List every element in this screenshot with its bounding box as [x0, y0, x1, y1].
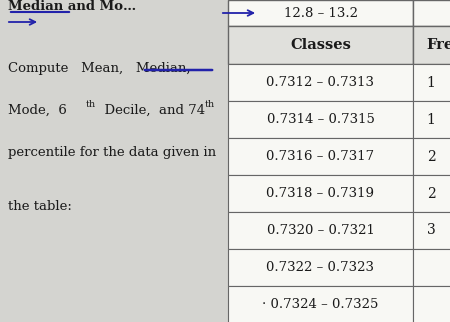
- Bar: [413, 64, 450, 101]
- Text: 1: 1: [427, 112, 436, 127]
- Text: th: th: [205, 100, 215, 109]
- Text: 1: 1: [427, 75, 436, 90]
- Bar: [413, 212, 450, 249]
- Bar: [228, 175, 413, 212]
- Text: 0.7320 – 0.7321: 0.7320 – 0.7321: [266, 224, 374, 237]
- Bar: [228, 249, 413, 286]
- Text: Decile,  and 74: Decile, and 74: [96, 104, 205, 117]
- Bar: [228, 212, 413, 249]
- Text: 0.7312 – 0.7313: 0.7312 – 0.7313: [266, 76, 374, 89]
- Text: th: th: [86, 100, 96, 109]
- Bar: [228, 286, 413, 322]
- Bar: [413, 26, 450, 64]
- Bar: [413, 0, 450, 26]
- Text: percentile for the data given in: percentile for the data given in: [8, 146, 216, 159]
- Text: Mode,  6: Mode, 6: [8, 104, 67, 117]
- Bar: [228, 64, 413, 101]
- Text: 0.7316 – 0.7317: 0.7316 – 0.7317: [266, 150, 374, 163]
- Bar: [413, 138, 450, 175]
- Text: Classes: Classes: [290, 38, 351, 52]
- Text: 2: 2: [427, 186, 436, 201]
- Text: Median and Mo…: Median and Mo…: [8, 0, 136, 13]
- Text: 2: 2: [427, 149, 436, 164]
- Text: 0.7318 – 0.7319: 0.7318 – 0.7319: [266, 187, 374, 200]
- Text: · 0.7324 – 0.7325: · 0.7324 – 0.7325: [262, 298, 379, 311]
- Bar: [413, 286, 450, 322]
- Bar: [228, 0, 413, 26]
- Bar: [228, 26, 413, 64]
- Text: the table:: the table:: [8, 200, 72, 213]
- Bar: [413, 175, 450, 212]
- Bar: [228, 101, 413, 138]
- Text: 0.7322 – 0.7323: 0.7322 – 0.7323: [266, 261, 374, 274]
- Text: 12.8 – 13.2: 12.8 – 13.2: [284, 6, 357, 20]
- Text: 0.7314 – 0.7315: 0.7314 – 0.7315: [266, 113, 374, 126]
- Bar: [228, 138, 413, 175]
- Text: 3: 3: [427, 223, 436, 238]
- Bar: [413, 249, 450, 286]
- Bar: [413, 101, 450, 138]
- Text: Compute   Mean,   Median,: Compute Mean, Median,: [8, 62, 190, 75]
- Text: Frequ: Frequ: [427, 38, 450, 52]
